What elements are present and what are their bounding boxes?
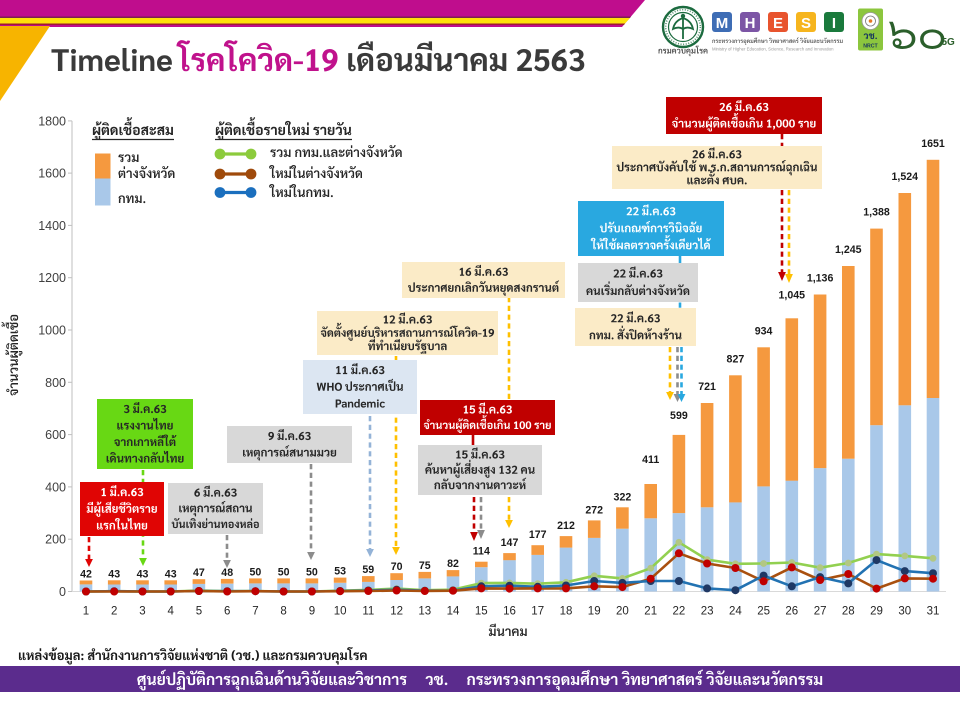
svg-text:599: 599 [670,410,688,422]
svg-text:31: 31 [927,606,940,618]
svg-text:15: 15 [475,606,488,618]
svg-text:10: 10 [334,606,347,618]
svg-text:27: 27 [814,606,827,618]
svg-text:0: 0 [59,585,66,599]
svg-text:42: 42 [80,569,92,581]
svg-text:43: 43 [137,568,149,580]
svg-text:7: 7 [252,606,258,618]
svg-text:59: 59 [362,564,374,576]
svg-text:600: 600 [45,428,66,442]
svg-text:13: 13 [418,606,431,618]
svg-text:1800: 1800 [38,114,66,128]
svg-text:827: 827 [727,353,745,365]
svg-text:721: 721 [698,381,716,393]
svg-text:200: 200 [45,533,66,547]
svg-text:3: 3 [139,606,145,618]
svg-text:114: 114 [473,546,490,558]
svg-text:934: 934 [755,325,773,337]
svg-text:1: 1 [83,606,89,618]
svg-text:25: 25 [757,606,770,618]
svg-text:29: 29 [870,606,883,618]
svg-text:47: 47 [193,567,205,579]
svg-text:43: 43 [165,568,177,580]
svg-text:50: 50 [278,566,290,578]
svg-text:I: I [832,15,836,32]
svg-text:53: 53 [334,566,346,578]
svg-text:23: 23 [701,606,714,618]
svg-text:50: 50 [306,566,318,578]
svg-text:S: S [801,15,811,32]
svg-text:M: M [716,15,729,32]
svg-text:43: 43 [108,568,120,580]
svg-text:14: 14 [447,606,460,618]
svg-text:16: 16 [503,606,516,618]
svg-text:800: 800 [45,376,66,390]
svg-text:1651: 1651 [921,138,945,150]
svg-text:411: 411 [642,454,659,466]
svg-text:272: 272 [585,504,603,516]
svg-text:1,045: 1,045 [779,289,806,301]
svg-text:9: 9 [309,606,315,618]
svg-text:48: 48 [221,567,233,579]
svg-text:82: 82 [447,558,459,570]
svg-text:30: 30 [898,606,911,618]
svg-text:19: 19 [588,606,601,618]
svg-text:24: 24 [729,606,742,618]
svg-text:212: 212 [557,520,575,532]
svg-text:177: 177 [529,529,547,541]
svg-text:400: 400 [45,480,66,494]
svg-text:17: 17 [531,606,544,618]
svg-text:70: 70 [391,561,403,573]
svg-text:18: 18 [560,606,573,618]
svg-text:1400: 1400 [38,219,66,233]
svg-text:E: E [773,15,783,32]
svg-text:28: 28 [842,606,855,618]
svg-text:12: 12 [390,606,403,618]
svg-text:50: 50 [250,566,262,578]
svg-text:75: 75 [419,560,431,572]
svg-text:NRCT: NRCT [863,44,878,50]
svg-text:1200: 1200 [38,271,66,285]
svg-text:1,524: 1,524 [892,171,919,183]
svg-text:322: 322 [614,491,632,503]
svg-text:4: 4 [167,606,174,618]
svg-text:22: 22 [673,606,686,618]
svg-text:1,245: 1,245 [835,244,862,256]
svg-text:1,388: 1,388 [863,207,890,219]
svg-text:5G: 5G [942,37,956,48]
svg-text:20: 20 [616,606,629,618]
svg-text:21: 21 [644,606,657,618]
svg-text:5: 5 [196,606,202,618]
svg-text:26: 26 [785,606,798,618]
svg-text:8: 8 [280,606,286,618]
svg-text:2: 2 [111,606,117,618]
svg-text:11: 11 [362,606,374,618]
svg-text:H: H [745,15,756,32]
svg-text:1,136: 1,136 [807,273,834,285]
svg-text:6: 6 [224,606,230,618]
svg-text:147: 147 [501,537,519,549]
svg-text:1600: 1600 [38,167,66,181]
svg-text:Ministry of Higher Education,: Ministry of Higher Education, Science, R… [712,47,834,52]
svg-text:1000: 1000 [38,324,66,338]
